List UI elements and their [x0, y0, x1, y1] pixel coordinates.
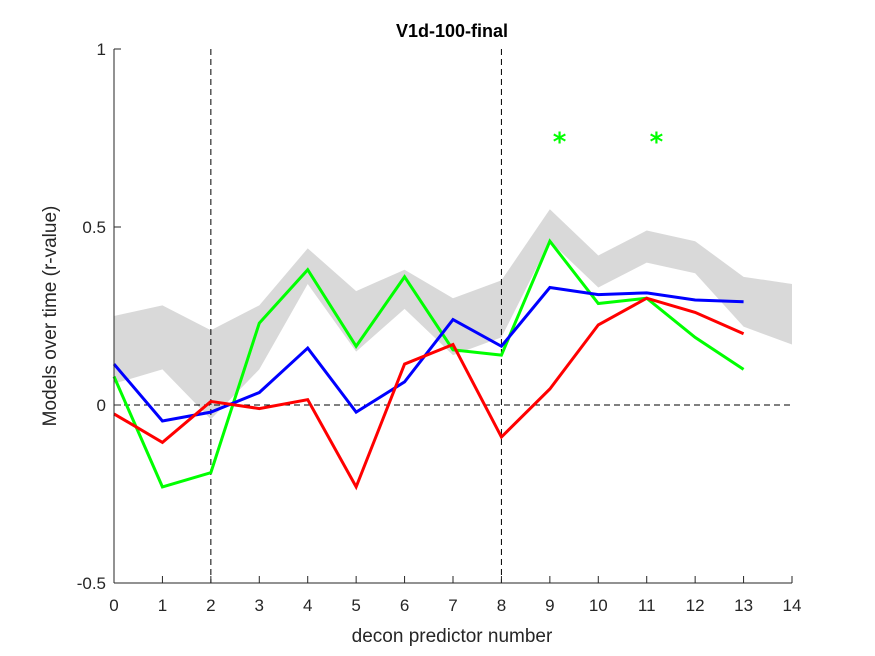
y-tick-label: 0.5 [82, 218, 106, 237]
y-axis-label: Models over time (r-value) [40, 206, 61, 427]
x-tick-label: 14 [783, 596, 802, 615]
x-tick-label: 9 [545, 596, 554, 615]
series-line-0 [112, 238, 745, 489]
confidence-band-layer [114, 209, 792, 420]
x-tick-label: 0 [109, 596, 118, 615]
x-tick-label: 10 [589, 596, 608, 615]
series-line-1 [112, 285, 744, 423]
x-tick-label: 12 [686, 596, 705, 615]
y-tick-label: 1 [97, 40, 106, 59]
tick-labels-layer: 0 1 2 3 4 5 6 7 8 9 10 11 12 13 14-0.500.51 [77, 40, 802, 615]
chart-title: V1d-100-final [396, 21, 508, 41]
x-tick-label: 8 [497, 596, 506, 615]
x-tick-label: 4 [303, 596, 312, 615]
y-tick-label: 0 [97, 396, 106, 415]
significance-star: * [650, 127, 664, 157]
series-layer [112, 238, 745, 491]
x-tick-label: 3 [255, 596, 264, 615]
x-tick-label: 11 [638, 596, 656, 615]
x-tick-label: 13 [734, 596, 753, 615]
significance-star: * [553, 127, 567, 157]
series-line-2 [113, 296, 745, 491]
axes-layer [113, 48, 793, 584]
x-tick-label: 6 [400, 596, 409, 615]
confidence-band [114, 209, 792, 420]
x-tick-label: 5 [351, 596, 360, 615]
x-tick-label: 1 [158, 596, 167, 615]
annotations-layer: * * [553, 127, 664, 157]
x-tick-label: 2 [206, 596, 215, 615]
y-tick-label: -0.5 [77, 574, 106, 593]
x-axis-label: decon predictor number [352, 626, 553, 647]
x-tick-label: 7 [448, 596, 457, 615]
